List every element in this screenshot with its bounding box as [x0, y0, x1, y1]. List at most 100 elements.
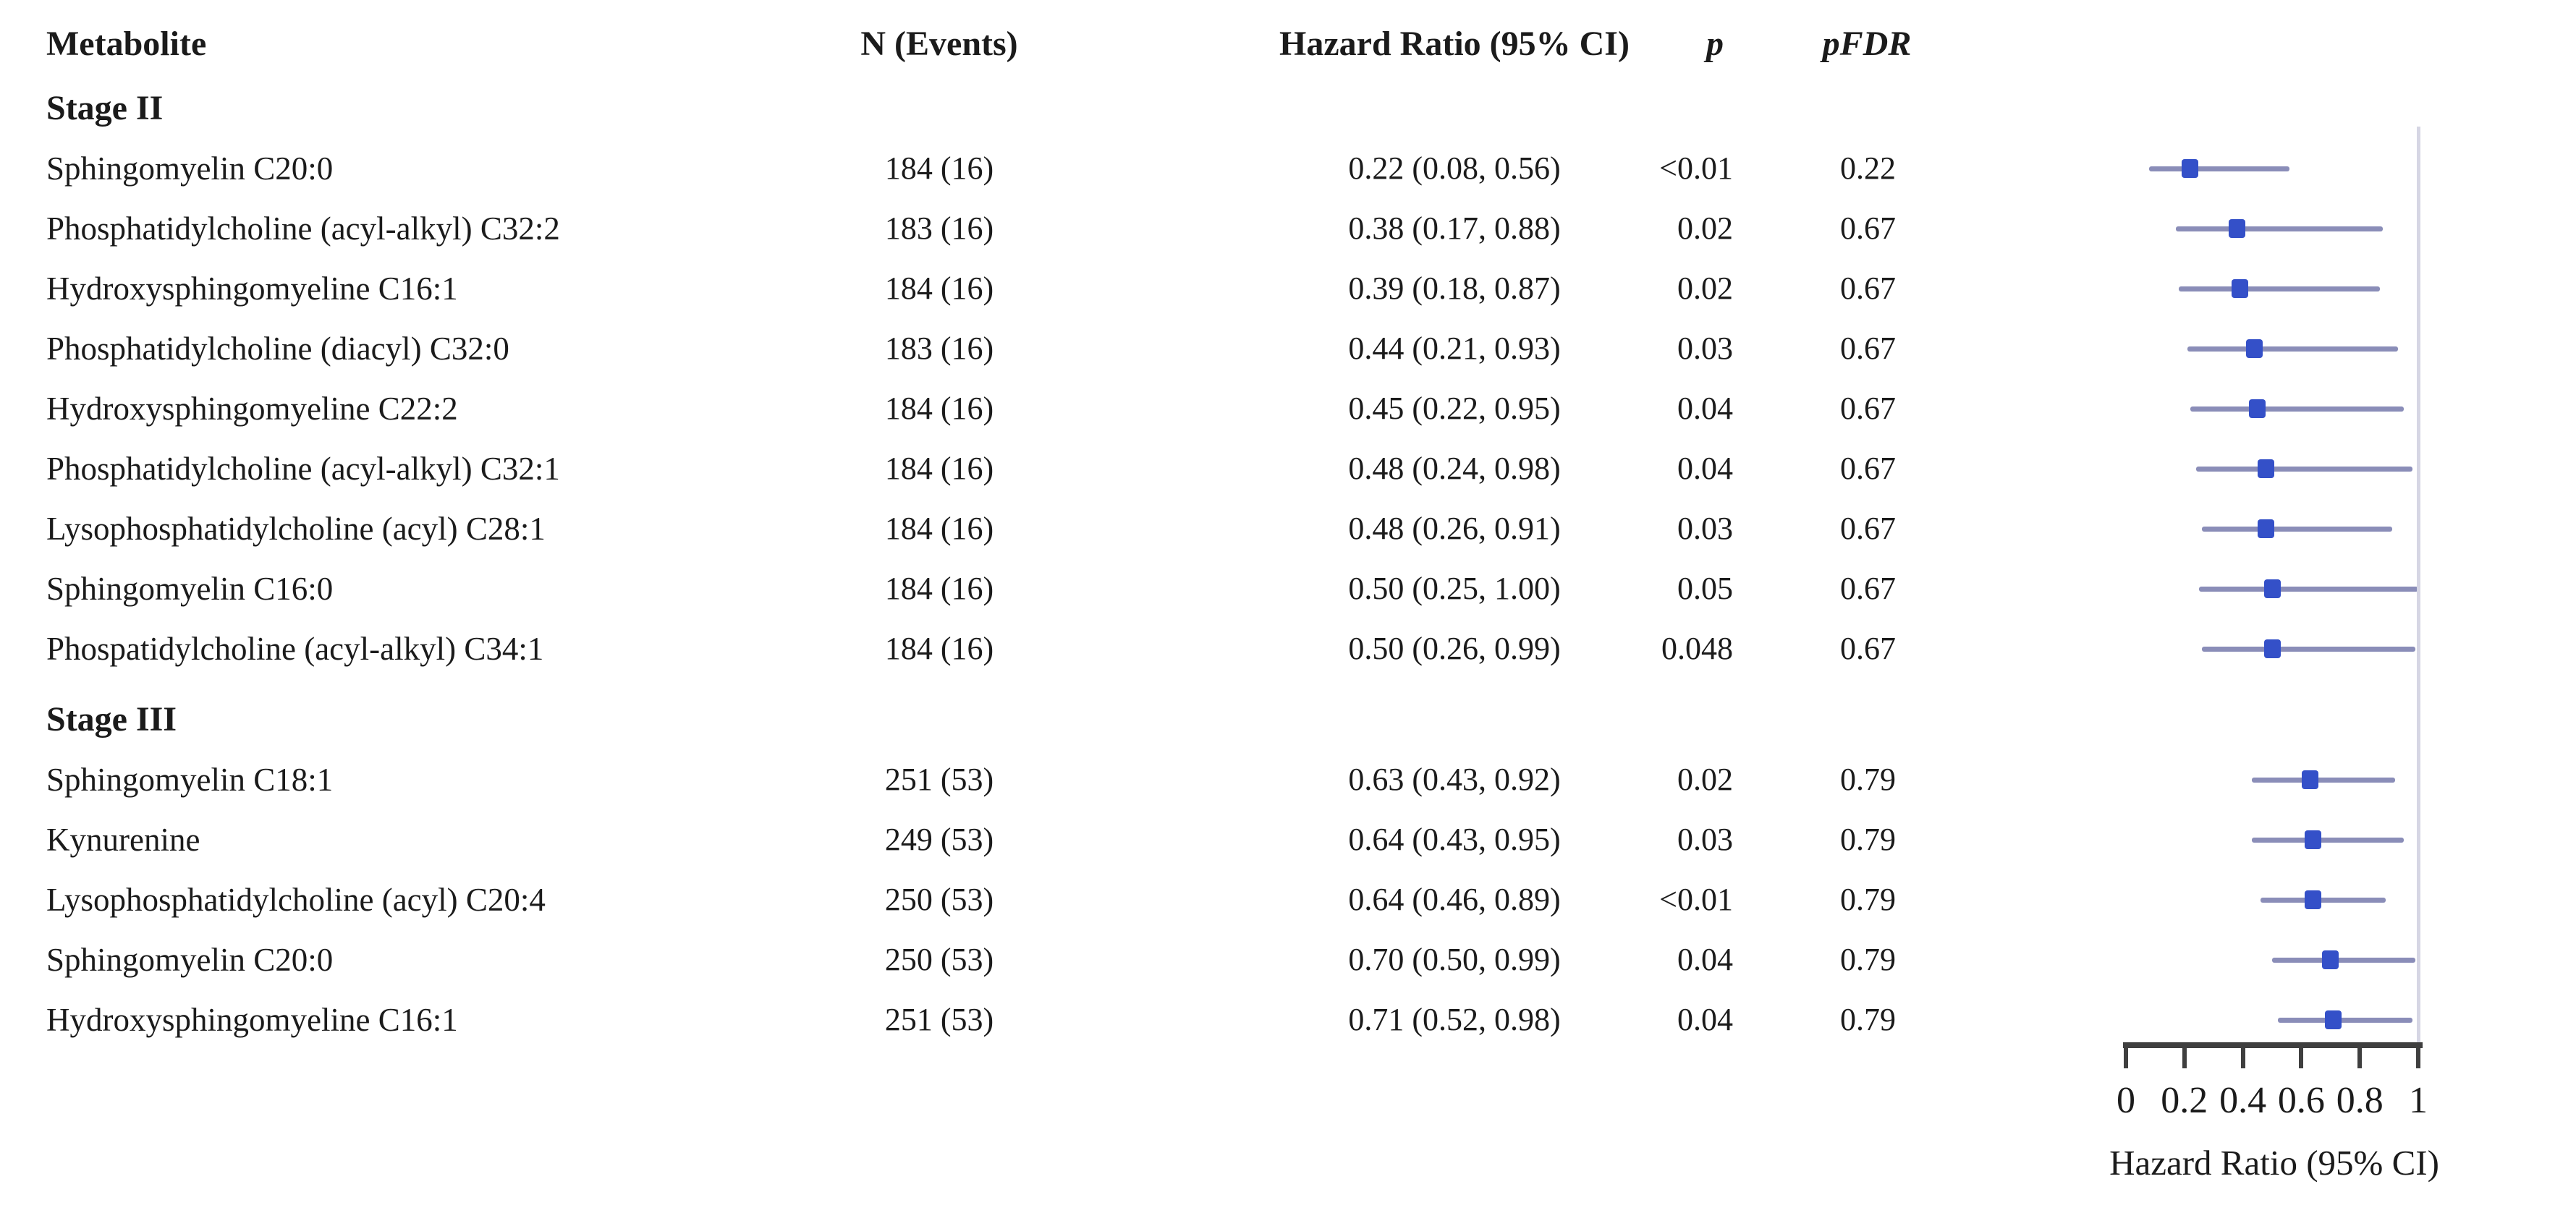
x-axis-tick-label: 0.6: [2277, 1080, 2325, 1121]
pfdr-value: 0.79: [1840, 882, 1896, 917]
hr-ci-value: 0.63 (0.43, 0.92): [1348, 762, 1561, 797]
hr-ci-value: 0.38 (0.17, 0.88): [1348, 210, 1561, 246]
metabolite-label: Lysophosphatidylcholine (acyl) C28:1: [46, 511, 546, 547]
x-axis-title: Hazard Ratio (95% CI): [2109, 1143, 2439, 1183]
hr-marker: [2325, 1010, 2342, 1029]
x-axis-tick-label: 1: [2409, 1080, 2428, 1121]
metabolite-label: Sphingomyelin C18:1: [46, 762, 334, 798]
hr-marker: [2246, 339, 2263, 358]
hr-ci-value: 0.50 (0.25, 1.00): [1348, 571, 1561, 606]
n-events-value: 184 (16): [884, 271, 994, 306]
hr-ci-value: 0.39 (0.18, 0.87): [1348, 271, 1561, 306]
hr-marker: [2302, 770, 2318, 789]
n-events-value: 249 (53): [884, 822, 994, 857]
reference-line-hr-1: [2417, 127, 2420, 1042]
hr-marker: [2263, 579, 2281, 598]
hr-marker: [2305, 890, 2322, 909]
hr-ci-value: 0.70 (0.50, 0.99): [1348, 942, 1561, 977]
n-events-value: 251 (53): [884, 762, 994, 797]
x-axis-tick: [2299, 1048, 2304, 1068]
metabolite-label: Hydroxysphingomyeline C16:1: [46, 271, 458, 307]
ci-line: [2190, 406, 2404, 412]
x-axis-tick: [2124, 1048, 2128, 1068]
p-value: 0.04: [1677, 1002, 1733, 1037]
x-axis-tick: [2416, 1048, 2420, 1068]
metabolite-label: Hydroxysphingomyeline C16:1: [46, 1002, 458, 1038]
hr-marker: [2263, 639, 2281, 658]
hr-ci-value: 0.64 (0.46, 0.89): [1348, 882, 1561, 917]
hr-marker: [2258, 459, 2275, 478]
column-header-n-events: N (Events): [860, 25, 1018, 63]
pfdr-value: 0.79: [1840, 1002, 1896, 1037]
p-value: <0.01: [1659, 882, 1733, 917]
x-axis-tick: [2357, 1048, 2363, 1068]
pfdr-value: 0.67: [1840, 210, 1896, 246]
ci-line: [2251, 838, 2404, 843]
ci-line: [2202, 527, 2392, 532]
n-events-value: 251 (53): [884, 1002, 994, 1037]
ci-line: [2199, 587, 2418, 592]
pfdr-value: 0.79: [1840, 942, 1896, 977]
pfdr-value: 0.67: [1840, 271, 1896, 306]
group-label-stage-iii: Stage III: [46, 700, 177, 738]
p-value: 0.04: [1677, 451, 1733, 486]
metabolite-label: Lysophosphatidylcholine (acyl) C20:4: [46, 882, 546, 918]
ci-line: [2196, 467, 2412, 472]
hr-ci-value: 0.44 (0.21, 0.93): [1348, 331, 1561, 366]
x-axis-tick-label: 0.2: [2161, 1080, 2208, 1121]
pfdr-value: 0.67: [1840, 451, 1896, 486]
p-value: 0.03: [1677, 331, 1733, 366]
metabolite-label: Sphingomyelin C16:0: [46, 571, 334, 607]
ci-line: [2175, 226, 2384, 231]
n-events-value: 184 (16): [884, 631, 994, 666]
x-axis-tick-label: 0.4: [2219, 1080, 2267, 1121]
p-value: 0.03: [1677, 511, 1733, 546]
hr-ci-value: 0.50 (0.26, 0.99): [1348, 631, 1561, 666]
n-events-value: 250 (53): [884, 942, 994, 977]
p-value: 0.02: [1677, 762, 1733, 797]
n-events-value: 184 (16): [884, 571, 994, 606]
metabolite-label: Phospatidylcholine (acyl-alkyl) C34:1: [46, 631, 544, 667]
hr-ci-value: 0.64 (0.43, 0.95): [1348, 822, 1561, 857]
hr-ci-value: 0.45 (0.22, 0.95): [1348, 391, 1561, 426]
column-header-hazard-ratio: Hazard Ratio (95% CI): [1279, 25, 1630, 63]
pfdr-value: 0.67: [1840, 631, 1896, 666]
hr-marker: [2249, 399, 2266, 418]
x-axis-tick-label: 0.8: [2336, 1080, 2384, 1121]
hr-marker: [2322, 950, 2339, 969]
n-events-value: 184 (16): [884, 391, 994, 426]
pfdr-value: 0.67: [1840, 331, 1896, 366]
ci-line: [2251, 778, 2395, 783]
pfdr-value: 0.67: [1840, 511, 1896, 546]
metabolite-label: Phosphatidylcholine (acyl-alkyl) C32:2: [46, 210, 560, 247]
group-label-stage-ii: Stage II: [46, 89, 164, 127]
n-events-value: 250 (53): [884, 882, 994, 917]
p-value: 0.04: [1677, 942, 1733, 977]
ci-line: [2202, 647, 2415, 652]
p-value: 0.02: [1677, 210, 1733, 246]
x-axis-tick: [2240, 1048, 2245, 1068]
pfdr-value: 0.22: [1840, 150, 1896, 186]
p-value: 0.05: [1677, 571, 1733, 606]
metabolite-label: Sphingomyelin C20:0: [46, 942, 334, 978]
hr-ci-value: 0.48 (0.24, 0.98): [1348, 451, 1561, 486]
hr-ci-value: 0.48 (0.26, 0.91): [1348, 511, 1561, 546]
hr-ci-value: 0.71 (0.52, 0.98): [1348, 1002, 1561, 1037]
x-axis-line: [2123, 1042, 2423, 1048]
ci-line: [2187, 346, 2398, 352]
p-value: 0.03: [1677, 822, 1733, 857]
metabolite-label: Kynurenine: [46, 822, 200, 858]
p-value: 0.048: [1661, 631, 1733, 666]
n-events-value: 184 (16): [884, 150, 994, 186]
column-header-metabolite: Metabolite: [46, 25, 207, 63]
ci-line: [2178, 286, 2381, 291]
pfdr-value: 0.79: [1840, 762, 1896, 797]
n-events-value: 183 (16): [884, 210, 994, 246]
n-events-value: 183 (16): [884, 331, 994, 366]
n-events-value: 184 (16): [884, 451, 994, 486]
hr-marker: [2232, 279, 2249, 298]
metabolite-label: Phosphatidylcholine (acyl-alkyl) C32:1: [46, 451, 560, 487]
hr-marker: [2305, 830, 2322, 849]
metabolite-label: Sphingomyelin C20:0: [46, 150, 334, 187]
